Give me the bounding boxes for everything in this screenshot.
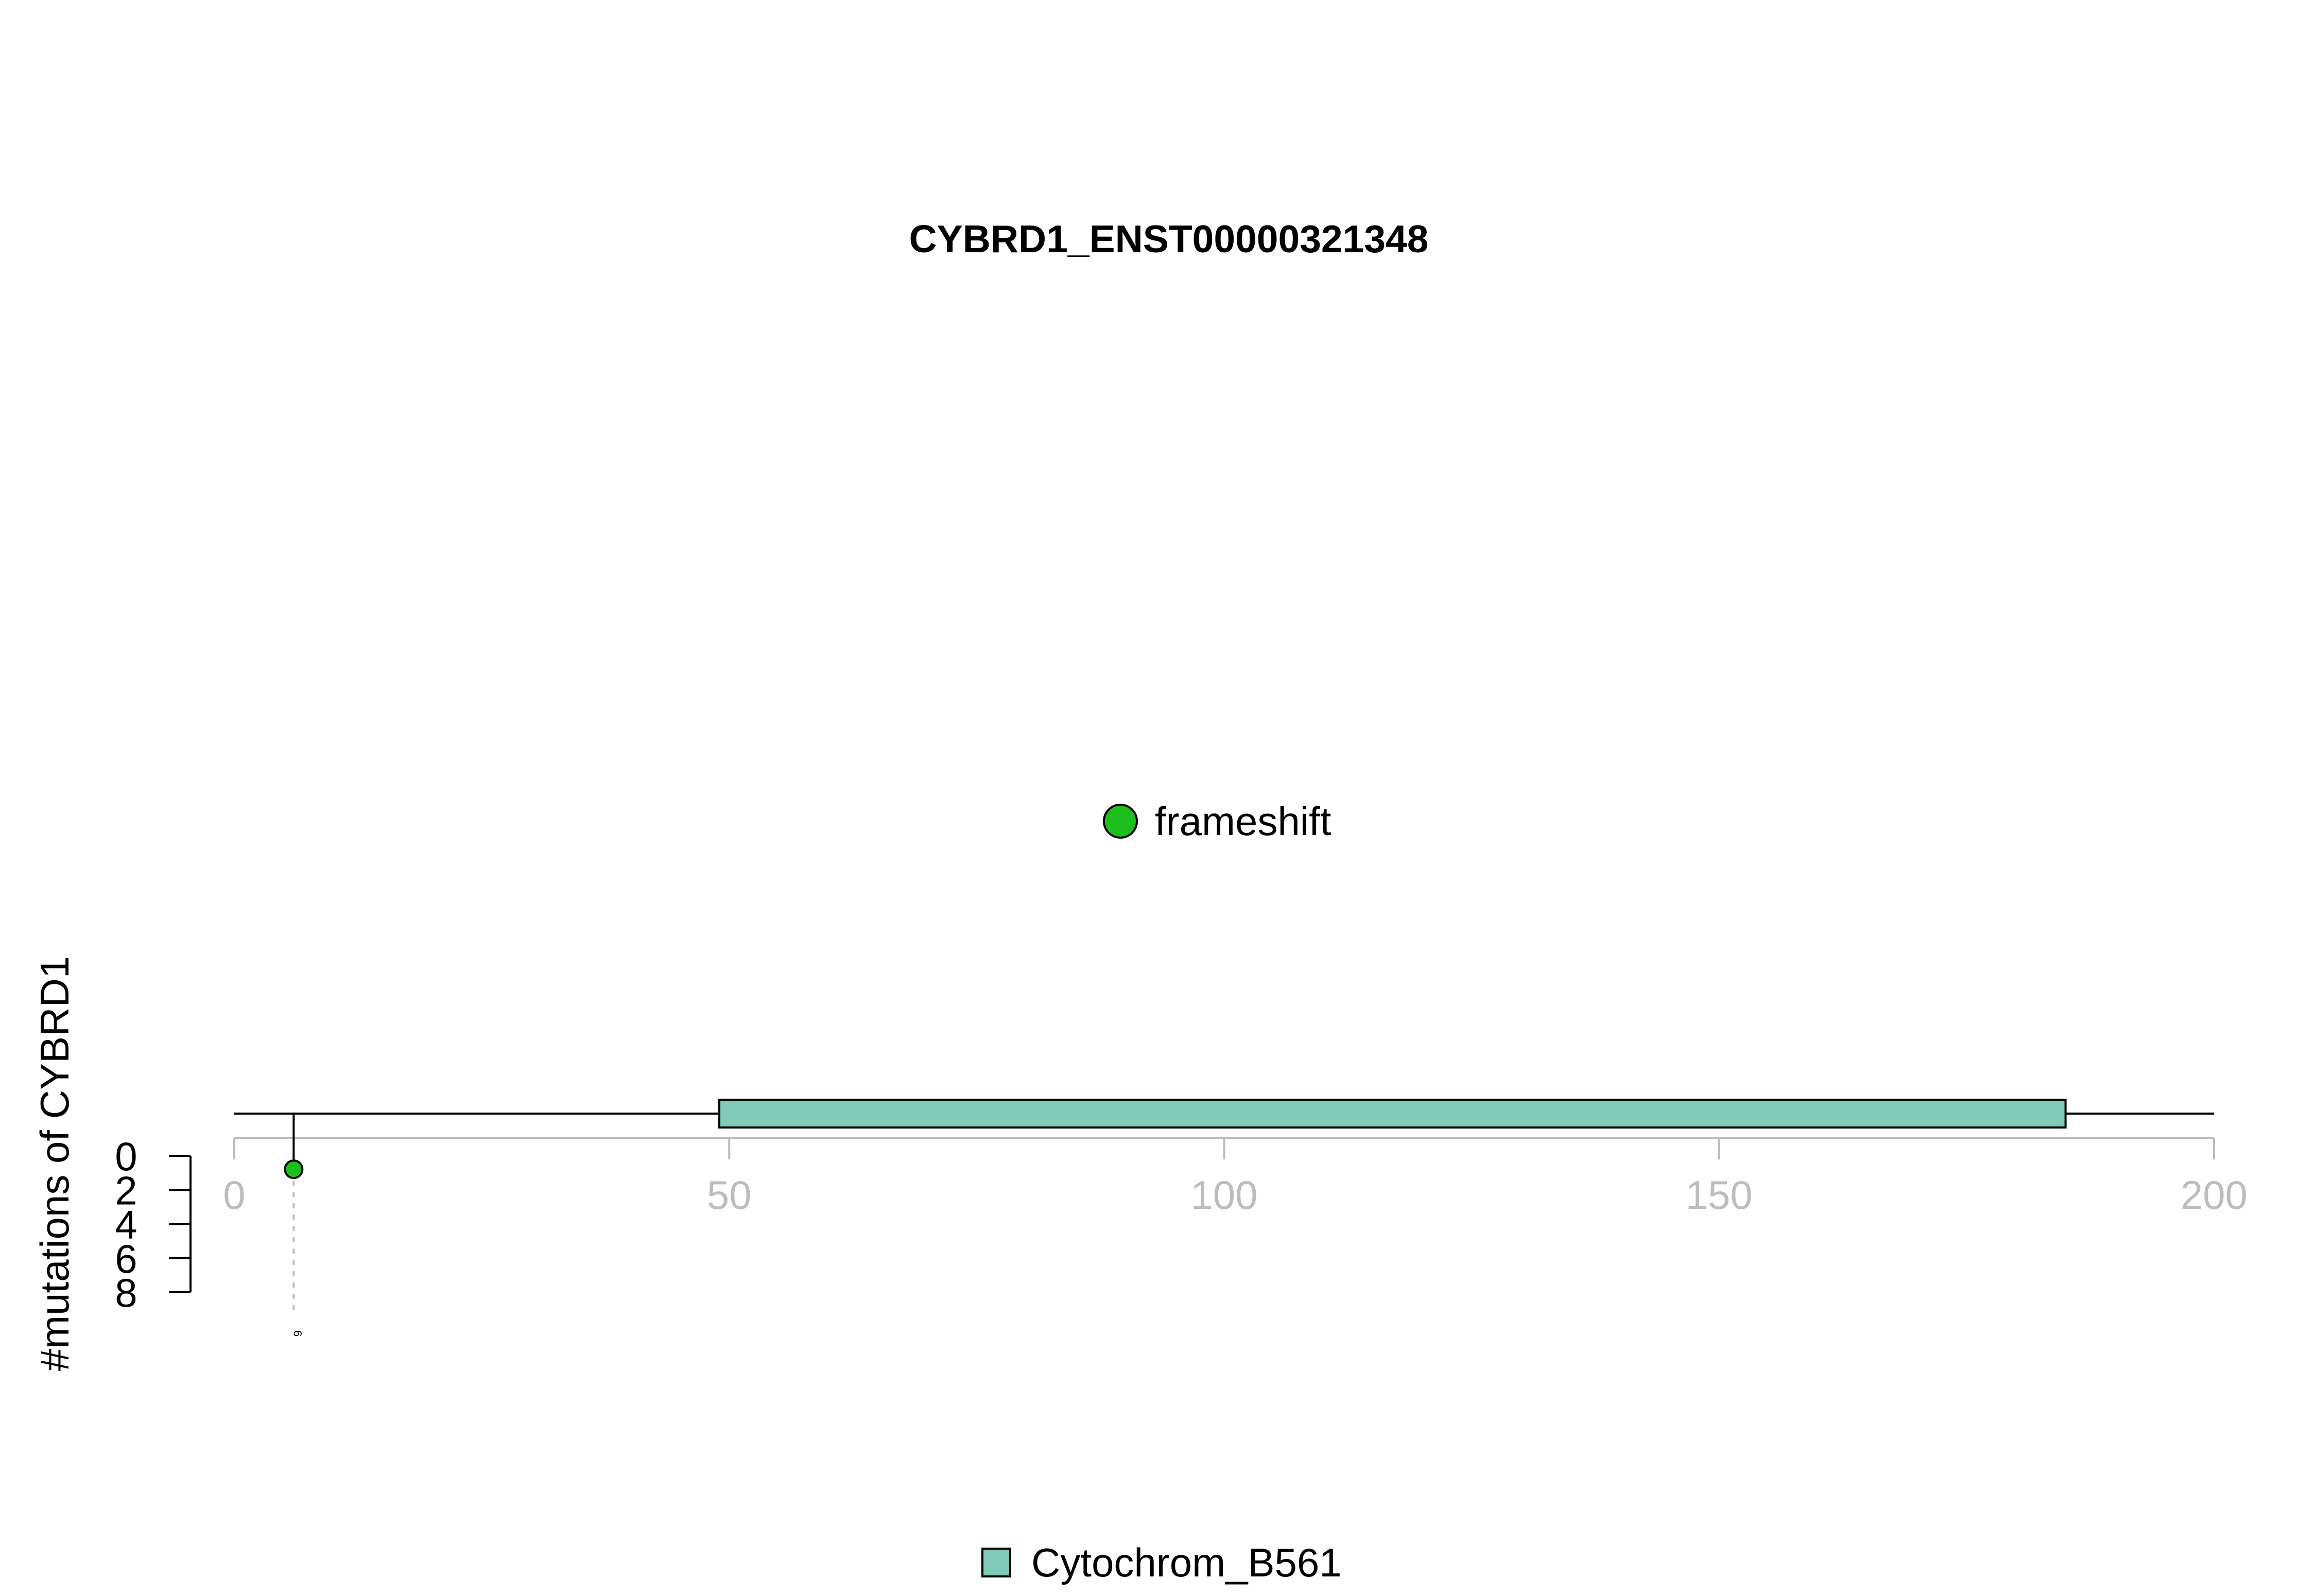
y-tick-label: 8 (115, 1270, 137, 1315)
legend-frameshift-marker (1103, 804, 1138, 839)
x-tick-label: 200 (2181, 1172, 2247, 1218)
mutation-legend: frameshift (1103, 799, 1332, 844)
x-tick-label: 50 (707, 1172, 752, 1218)
chart-title: CYBRD1_ENST00000321348 (909, 217, 1429, 261)
x-tick-label: 150 (1686, 1172, 1753, 1218)
mutation-position-label: 6 (291, 1330, 304, 1337)
domain-layer (718, 1099, 2067, 1129)
legend-cytochrom-b561-label: Cytochrom_B561 (1031, 1540, 1342, 1585)
x-tick-label: 100 (1190, 1172, 1257, 1218)
x-axis: 0 50 100 150 200 (223, 1137, 2247, 1218)
y-tick-label: 2 (115, 1168, 137, 1213)
y-axis-label: #mutations of CYBRD1 (32, 956, 77, 1371)
legend-frameshift-label: frameshift (1155, 799, 1332, 844)
legend-cytochrom-b561-swatch (981, 1548, 1011, 1577)
y-tick-label: 0 (115, 1134, 137, 1179)
x-tick-label: 0 (223, 1172, 245, 1218)
y-tick-label: 4 (115, 1202, 137, 1247)
domain-cytochrom-b561 (718, 1099, 2067, 1129)
mutation-point (284, 1159, 304, 1179)
mutation-layer: 6 (284, 1114, 304, 1337)
y-tick-label: 6 (115, 1236, 137, 1281)
domain-legend: Cytochrom_B561 (981, 1540, 1342, 1585)
